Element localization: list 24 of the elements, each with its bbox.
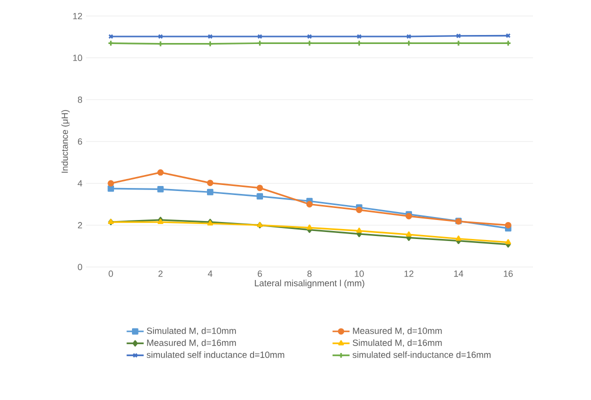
x-tick-label: 12	[404, 270, 414, 277]
y-tick-label: 4	[78, 180, 82, 186]
legend-label: Simulated M, d=16mm	[352, 339, 442, 347]
legend-label: Measured M, d=16mm	[147, 339, 236, 347]
y-axis-title: Inductance (μH)	[61, 110, 70, 173]
y-tick-label: 6	[78, 138, 82, 145]
x-tick-label: 0	[108, 270, 113, 277]
x-tick-label: 16	[504, 270, 513, 277]
x-tick-label: 14	[454, 270, 464, 277]
legend-label: Simulated M, d=10mm	[146, 327, 236, 336]
y-tick-label: 8	[78, 96, 82, 103]
legend-label: simulated self-inductance d=16mm	[352, 351, 491, 358]
legend-label: simulated self inductance d=10mm	[146, 351, 284, 358]
y-tick-label: 2	[78, 222, 82, 228]
x-tick-label: 4	[208, 270, 212, 277]
x-tick-label: 2	[158, 270, 163, 277]
legend-label: Measured M, d=10mm	[353, 327, 442, 336]
x-tick-label: 6	[258, 270, 262, 277]
x-tick-label: 10	[354, 270, 364, 277]
y-tick-label: 0	[78, 264, 82, 270]
y-tick-label: 12	[73, 12, 82, 20]
x-axis-title: Lateral misalignment l (mm)	[254, 280, 364, 288]
y-tick-label: 10	[73, 54, 82, 62]
x-tick-label: 8	[307, 270, 312, 277]
